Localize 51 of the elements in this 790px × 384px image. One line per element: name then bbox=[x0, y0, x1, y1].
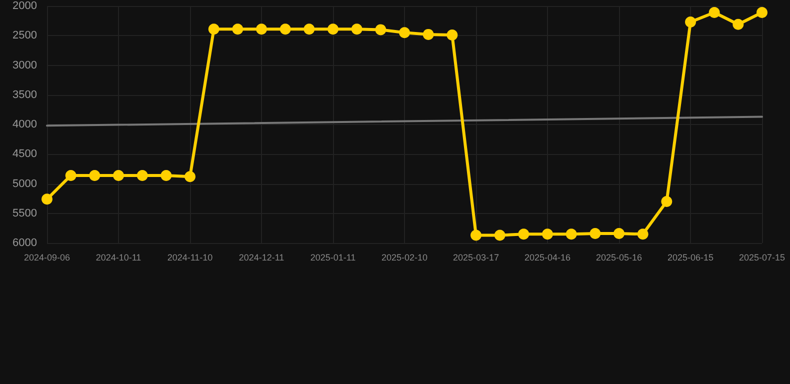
y-tick-label: 4500 bbox=[12, 148, 37, 160]
point bbox=[756, 7, 768, 18]
point bbox=[494, 230, 506, 241]
point bbox=[566, 228, 577, 240]
point bbox=[399, 27, 410, 38]
point bbox=[304, 24, 315, 35]
point bbox=[708, 7, 720, 18]
point bbox=[280, 24, 291, 35]
y-tick-label: 2000 bbox=[12, 0, 37, 12]
point bbox=[470, 230, 482, 241]
point bbox=[732, 18, 744, 30]
x-tick-label: 2025-06-15 bbox=[667, 252, 714, 262]
point bbox=[113, 170, 124, 181]
y-tick-label: 6000 bbox=[12, 237, 37, 249]
point bbox=[328, 24, 338, 35]
point bbox=[65, 170, 76, 181]
y-tick-label: 3000 bbox=[12, 59, 37, 72]
x-tick-label: 2025-03-17 bbox=[452, 252, 500, 262]
point bbox=[518, 228, 530, 240]
y-tick-label: 3500 bbox=[12, 88, 37, 101]
x-tick-label: 2024-12-11 bbox=[238, 252, 284, 262]
x-tick-label: 2024-09-06 bbox=[24, 252, 70, 262]
x-tick-label: 2024-10-11 bbox=[96, 252, 142, 262]
point bbox=[590, 228, 601, 240]
point bbox=[685, 16, 696, 28]
point bbox=[42, 194, 52, 205]
point bbox=[661, 196, 672, 208]
x-tick-label: 2025-07-15 bbox=[738, 252, 786, 262]
point bbox=[637, 228, 648, 240]
point bbox=[89, 170, 100, 181]
point bbox=[422, 28, 434, 40]
x-tick-label: 2025-05-16 bbox=[596, 252, 642, 262]
point bbox=[136, 170, 148, 181]
x-tick-label: 2024-11-10 bbox=[167, 252, 213, 262]
y-tick-label: 2500 bbox=[12, 30, 37, 42]
point bbox=[446, 30, 458, 41]
point bbox=[351, 24, 362, 35]
x-tick-label: 2025-01-11 bbox=[310, 252, 356, 262]
x-tick-label: 2025-02-10 bbox=[381, 252, 428, 262]
y-tick-label: 4000 bbox=[12, 118, 37, 130]
point bbox=[542, 228, 553, 240]
x-tick-label: 2025-04-16 bbox=[524, 252, 571, 262]
point bbox=[208, 24, 220, 35]
y-tick-label: 5500 bbox=[12, 207, 37, 220]
y-tick-label: 5000 bbox=[12, 178, 37, 190]
point bbox=[375, 24, 386, 36]
point bbox=[184, 171, 196, 182]
point bbox=[232, 24, 244, 35]
point bbox=[160, 170, 172, 181]
point bbox=[614, 228, 624, 240]
point bbox=[256, 24, 267, 35]
